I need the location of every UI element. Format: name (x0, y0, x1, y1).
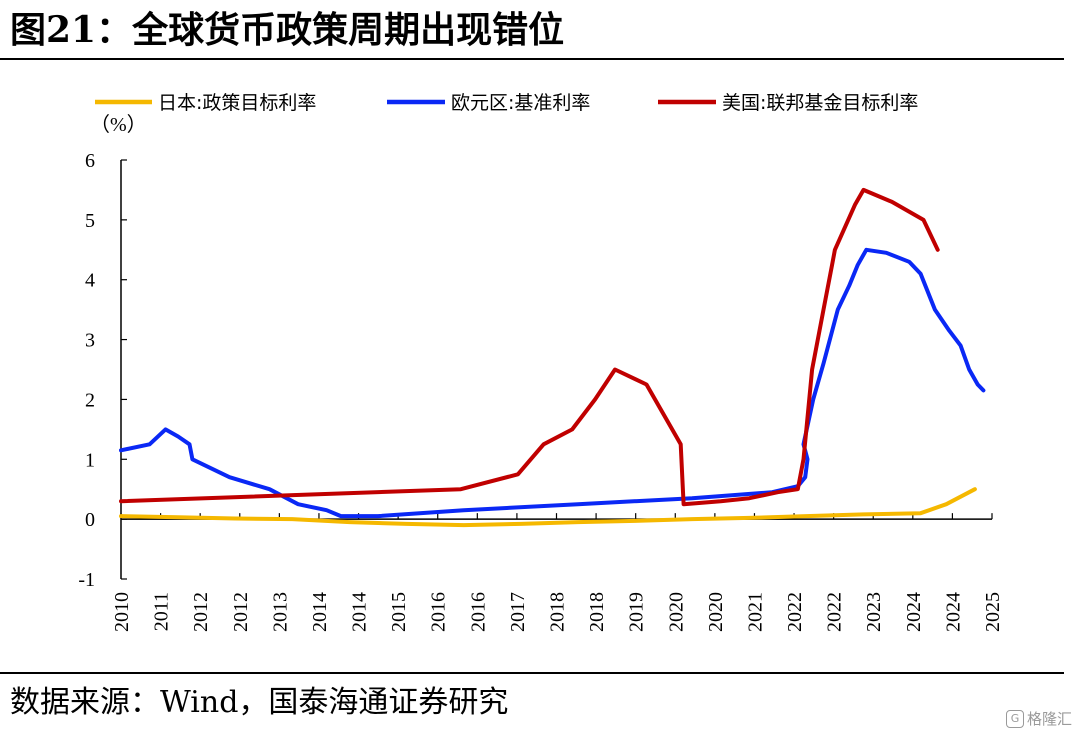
y-tick-label: 5 (85, 210, 95, 232)
y-tick-label: -1 (78, 569, 95, 591)
x-tick-label: 2022 (824, 592, 846, 632)
x-tick-label: 2022 (784, 592, 806, 632)
series-line-eurozone (119, 247, 986, 519)
legend-label-japan: 日本:政策目标利率 (158, 92, 316, 114)
y-tick-label: 2 (85, 389, 95, 411)
y-tick-label: 4 (85, 270, 95, 292)
source-note: 数据来源：Wind，国泰海通证券研究 (10, 685, 509, 720)
x-tick-label: 2017 (507, 592, 529, 632)
x-tick-label: 2016 (467, 592, 489, 632)
x-tick-label: 2020 (665, 592, 687, 632)
x-tick-label: 2010 (111, 592, 133, 632)
x-tick-label: 2011 (151, 592, 173, 631)
y-unit-label: （%） (90, 113, 147, 136)
watermark: G 格隆汇 (1005, 708, 1072, 729)
legend: 日本:政策目标利率 欧元区:基准利率 美国:联邦基金目标利率 (95, 92, 918, 114)
x-tick-label: 2025 (982, 592, 1004, 632)
x-tick-label: 2024 (942, 592, 964, 632)
legend-label-us: 美国:联邦基金目标利率 (722, 92, 918, 114)
source-divider (0, 672, 1064, 674)
x-tick-label: 2012 (230, 592, 252, 632)
series-line-japan (119, 487, 977, 528)
x-tick-label: 2024 (903, 592, 925, 632)
x-tick-label: 2014 (349, 592, 371, 632)
series-line-us (119, 187, 940, 507)
chart-canvas: 日本:政策目标利率 欧元区:基准利率 美国:联邦基金目标利率 （%） -1 0 1 2 3 4… (78, 92, 1004, 632)
y-tick-label: 6 (85, 150, 95, 172)
x-tick-label: 2023 (863, 592, 885, 632)
x-tick-label: 2019 (626, 592, 648, 632)
x-tick-label: 2018 (547, 592, 569, 632)
series-layer (119, 187, 986, 528)
y-tick-label: 0 (85, 509, 95, 531)
x-tick-label: 2012 (190, 592, 212, 632)
x-tick-label: 2018 (586, 592, 608, 632)
y-tick-label: 3 (85, 330, 95, 352)
x-tick-label: 2014 (309, 592, 331, 632)
y-tick-label: 1 (85, 449, 95, 471)
x-tick-label: 2015 (388, 592, 410, 632)
watermark-text: 格隆汇 (1026, 710, 1072, 728)
title-divider (0, 58, 1064, 60)
chart-title: 图21：全球货币政策周期出现错位 (10, 9, 565, 51)
legend-label-eurozone: 欧元区:基准利率 (451, 92, 590, 114)
x-tick-label: 2020 (705, 592, 727, 632)
axes: -1 0 1 2 3 4 5 6 2010 2011 2012 2012 2013 2014 2014 201… (78, 150, 1004, 632)
watermark-logo-icon: G (1005, 709, 1024, 728)
x-tick-label: 2013 (269, 592, 291, 632)
x-tick-label: 2021 (744, 592, 766, 632)
x-tick-label: 2016 (428, 592, 450, 632)
